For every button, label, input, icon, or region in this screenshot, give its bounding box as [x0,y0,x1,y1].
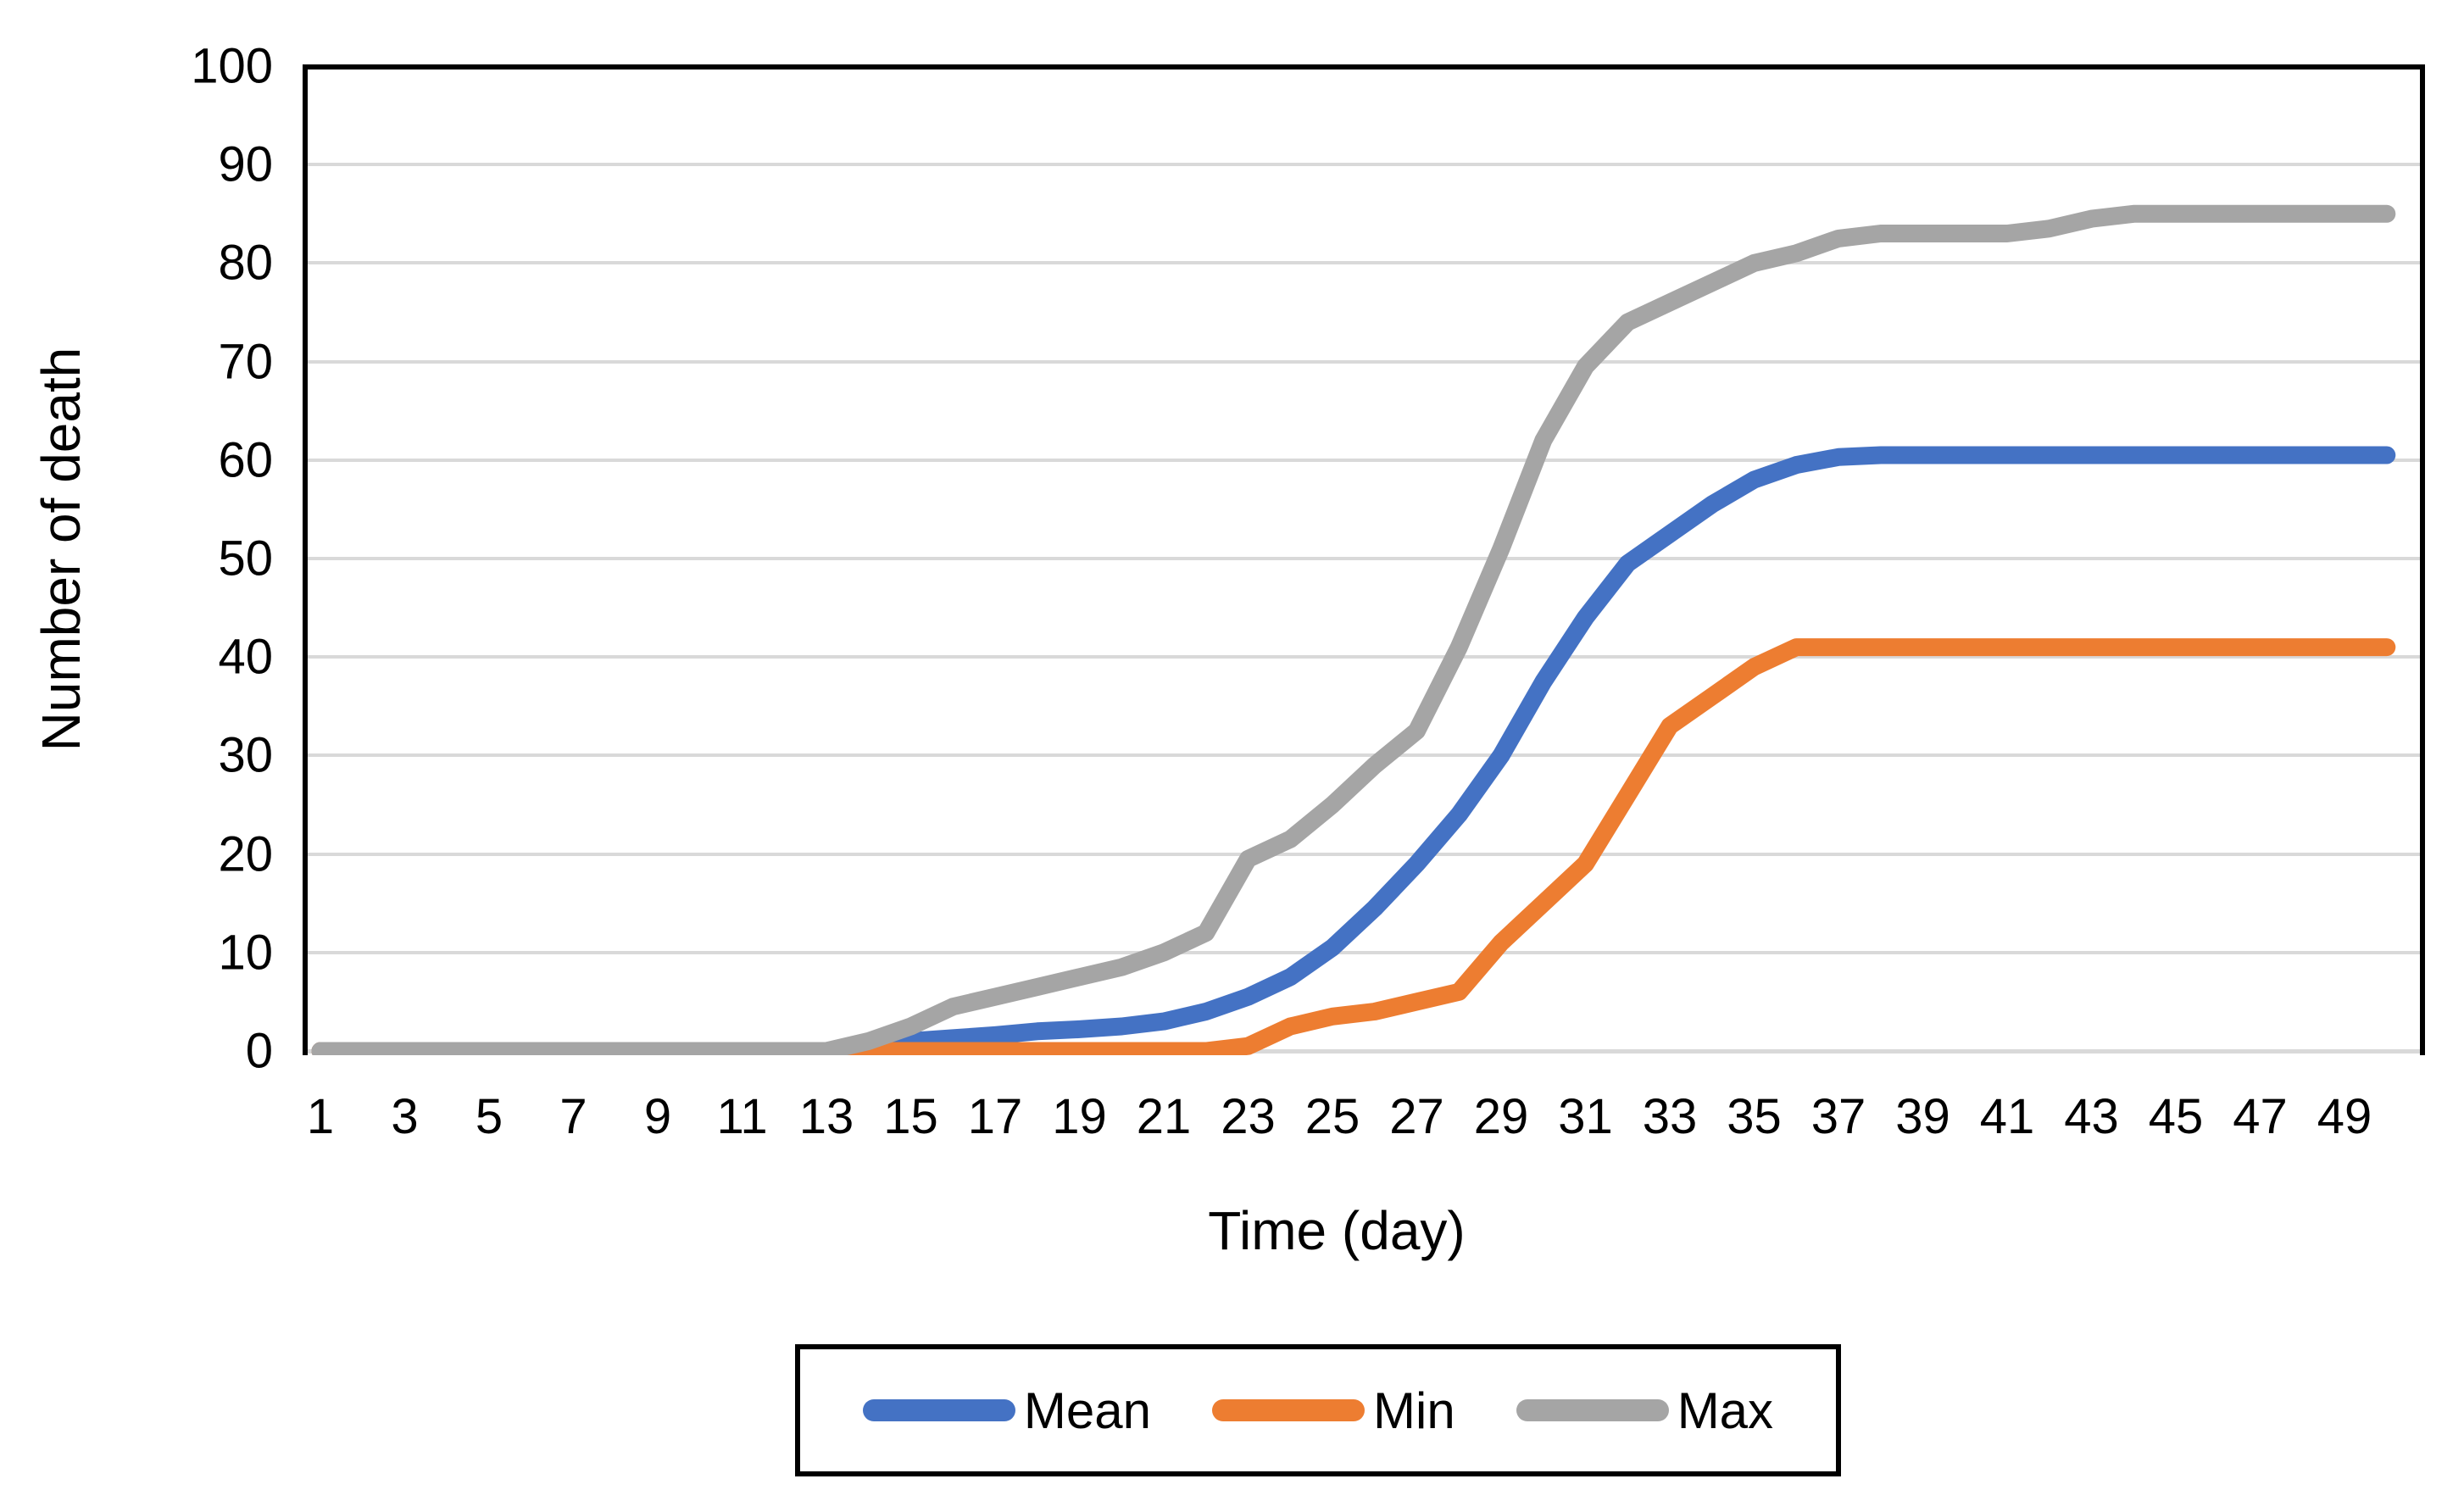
legend-item-max: Max [1516,1382,1773,1440]
x-tick-label: 45 [2148,1089,2204,1144]
x-tick-label: 33 [1642,1089,1698,1144]
y-tick-label: 90 [218,136,273,192]
y-tick-label: 100 [191,38,273,94]
gridline [308,261,2420,265]
x-tick-label: 21 [1136,1089,1192,1144]
x-tick-label: 49 [2317,1089,2372,1144]
legend-item-min: Min [1212,1382,1455,1440]
gridline [308,557,2420,560]
x-tick-label: 31 [1558,1089,1613,1144]
series-line-mean [311,446,2396,1055]
x-tick-label: 1 [306,1089,335,1144]
gridline [308,458,2420,462]
gridline [308,950,2420,954]
x-axis-title: Time (day) [1208,1200,1466,1261]
x-tick-label: 19 [1052,1089,1107,1144]
y-tick-label: 10 [218,925,273,981]
legend: Mean Min Max [795,1344,1841,1476]
y-tick-label: 60 [218,432,273,488]
x-tick-label: 13 [798,1089,854,1144]
legend-swatch-max-icon [1516,1399,1669,1421]
legend-label-max: Max [1677,1382,1774,1439]
gridline [308,163,2420,167]
x-tick-label: 23 [1221,1089,1276,1144]
series-line-min [311,638,2396,1055]
x-tick-label: 41 [1979,1089,2035,1144]
y-tick-label: 0 [245,1023,273,1079]
x-tick-label: 35 [1727,1089,1782,1144]
y-tick-label: 30 [218,727,273,783]
legend-swatch-min-icon [1212,1399,1365,1421]
x-tick-label: 29 [1473,1089,1529,1144]
legend-label-min: Min [1373,1382,1455,1439]
x-axis-line [308,1049,2420,1054]
legend-label-mean: Mean [1023,1382,1152,1439]
gridline [308,852,2420,856]
y-tick-label: 40 [218,629,273,685]
y-tick-label: 80 [218,235,273,291]
x-tick-label: 39 [1895,1089,1950,1144]
plot-area [303,64,2425,1055]
legend-swatch-mean-icon [862,1399,1015,1421]
legend-item-mean: Mean [862,1382,1152,1440]
x-tick-label: 5 [475,1089,503,1144]
y-axis-title: Number of death [31,347,92,752]
x-tick-label: 43 [2064,1089,2119,1144]
gridline [308,359,2420,364]
gridline [308,753,2420,758]
y-tick-label: 50 [218,531,273,587]
x-tick-label: 27 [1389,1089,1444,1144]
x-tick-label: 11 [716,1089,768,1144]
y-tick-label: 20 [218,826,273,882]
x-tick-label: 37 [1810,1089,1866,1144]
x-tick-label: 47 [2233,1089,2288,1144]
x-tick-label: 7 [559,1089,587,1144]
y-tick-label: 70 [218,334,273,390]
x-tick-label: 25 [1304,1089,1360,1144]
x-tick-label: 17 [967,1089,1023,1144]
chart-lines-svg [311,204,2396,1055]
series-line-max [311,204,2396,1055]
x-tick-label: 15 [883,1089,938,1144]
x-tick-label: 3 [391,1089,419,1144]
x-tick-label: 9 [643,1089,672,1144]
gridline [308,655,2420,659]
